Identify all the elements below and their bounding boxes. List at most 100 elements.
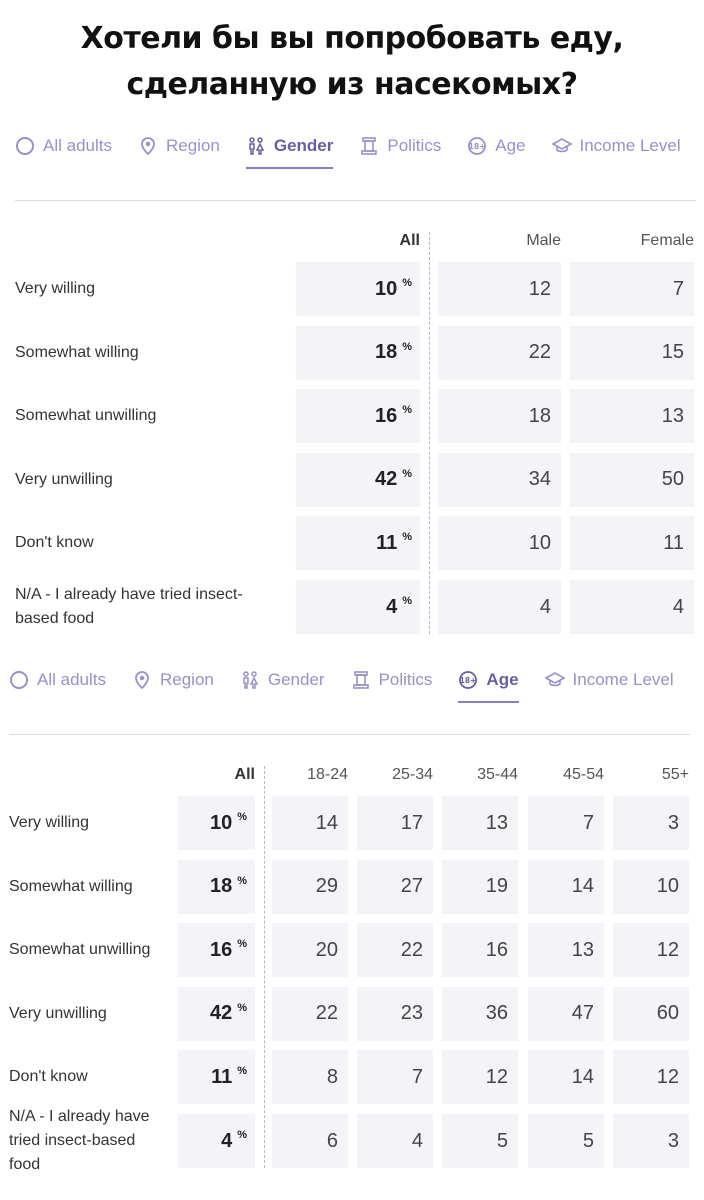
value: 11 bbox=[663, 531, 684, 554]
tab-label: Age bbox=[495, 136, 526, 155]
all-value-cell: 16% bbox=[296, 389, 420, 444]
value-cell: 36 bbox=[442, 986, 518, 1041]
tab-income-level[interactable]: Income Level bbox=[551, 131, 681, 161]
value: 19 bbox=[485, 875, 508, 898]
row-label: Somewhat willing bbox=[15, 343, 139, 361]
value: 10 bbox=[374, 277, 398, 300]
tab-region[interactable]: Region bbox=[132, 665, 214, 695]
value-cell: 27 bbox=[357, 859, 433, 914]
gender-icon bbox=[246, 136, 266, 156]
column-header: 35-44 bbox=[477, 766, 518, 783]
value: 4 bbox=[386, 595, 398, 618]
percent-sign: % bbox=[237, 1129, 247, 1141]
value-cell: 14 bbox=[528, 1050, 604, 1105]
tab-politics[interactable]: Politics bbox=[359, 131, 441, 161]
value-cell: 15 bbox=[570, 325, 694, 380]
title-line-1: Хотели бы вы попробовать еду, bbox=[80, 21, 624, 56]
all-value-cell: 42% bbox=[296, 452, 420, 507]
row-label: Don't know bbox=[9, 1068, 88, 1086]
value-cell: 14 bbox=[528, 859, 604, 914]
percent-sign: % bbox=[402, 404, 412, 417]
tab-politics[interactable]: Politics bbox=[351, 665, 433, 695]
tab-label: Region bbox=[159, 670, 214, 689]
tab-label: Income Level bbox=[579, 136, 681, 155]
tab-region[interactable]: Region bbox=[138, 131, 220, 161]
value: 12 bbox=[656, 938, 679, 961]
tab-label: Politics bbox=[378, 670, 433, 689]
value: 27 bbox=[400, 875, 423, 898]
value-cell: 10 bbox=[613, 859, 689, 914]
value: 7 bbox=[582, 811, 594, 834]
all-value-cell: 18% bbox=[178, 859, 255, 914]
value-cell: 13 bbox=[528, 923, 604, 978]
value-cell: 22 bbox=[272, 986, 348, 1041]
age-18plus-icon: 18+ bbox=[458, 670, 478, 690]
pillar-icon bbox=[351, 670, 371, 690]
value-cell: 34 bbox=[438, 452, 561, 507]
all-column-separator bbox=[264, 766, 265, 1168]
gender-icon bbox=[240, 670, 260, 690]
tab-age[interactable]: 18+ Age bbox=[458, 665, 519, 703]
page-title: Хотели бы вы попробовать еду, сделанную … bbox=[0, 0, 704, 102]
location-pin-icon bbox=[132, 670, 152, 690]
value-cell: 50 bbox=[570, 452, 694, 507]
value-cell: 5 bbox=[528, 1114, 604, 1168]
value-cell: 7 bbox=[357, 1050, 433, 1105]
value: 60 bbox=[656, 1002, 679, 1025]
value-cell: 8 bbox=[272, 1050, 348, 1105]
value: 10 bbox=[209, 811, 233, 834]
tab-label: Politics bbox=[387, 136, 442, 155]
value-cell: 12 bbox=[613, 923, 689, 978]
value: 18 bbox=[528, 404, 551, 427]
divider bbox=[15, 200, 696, 201]
value: 6 bbox=[326, 1129, 338, 1152]
tab-all-adults[interactable]: All adults bbox=[15, 131, 112, 161]
circle-icon bbox=[15, 136, 35, 156]
value: 3 bbox=[667, 1129, 679, 1152]
value-cell: 12 bbox=[438, 262, 561, 316]
row-label: Very willing bbox=[9, 814, 90, 831]
value: 18 bbox=[374, 341, 398, 364]
all-column-separator bbox=[429, 232, 430, 634]
row-label: N/A - I already have tried insect-based … bbox=[9, 1108, 150, 1173]
percent-sign: % bbox=[237, 938, 247, 951]
tab-income-level[interactable]: Income Level bbox=[544, 665, 674, 695]
value-cell: 10 bbox=[438, 516, 561, 571]
svg-text:18+: 18+ bbox=[469, 142, 486, 151]
value: 4 bbox=[672, 595, 684, 618]
all-value-cell: 11% bbox=[178, 1050, 255, 1105]
value: 14 bbox=[571, 875, 594, 898]
value-cell: 19 bbox=[442, 859, 518, 914]
value-cell: 13 bbox=[442, 796, 518, 850]
percent-sign: % bbox=[237, 1001, 247, 1014]
value: 5 bbox=[582, 1129, 594, 1152]
value: 4 bbox=[539, 595, 551, 618]
value: 10 bbox=[528, 531, 551, 554]
tab-label: Age bbox=[486, 670, 519, 689]
value: 22 bbox=[400, 938, 423, 961]
value: 7 bbox=[411, 1065, 423, 1088]
value-cell: 11 bbox=[570, 516, 694, 571]
column-header: Female bbox=[640, 232, 694, 249]
age-18plus-icon: 18+ bbox=[467, 136, 487, 156]
row-label: Very unwilling bbox=[15, 470, 113, 488]
value-cell: 23 bbox=[357, 986, 433, 1041]
percent-sign: % bbox=[237, 874, 247, 887]
all-value-cell: 10% bbox=[296, 262, 420, 316]
graduation-cap-icon bbox=[544, 670, 565, 690]
tab-gender[interactable]: Gender bbox=[245, 131, 334, 169]
tab-age[interactable]: 18+ Age bbox=[467, 131, 526, 161]
tab-label: Gender bbox=[273, 136, 334, 155]
value: 16 bbox=[374, 404, 398, 427]
all-value-cell: 4% bbox=[296, 580, 420, 634]
tab-all-adults[interactable]: All adults bbox=[9, 665, 106, 695]
all-value-cell: 11% bbox=[296, 516, 420, 571]
tab-label: Region bbox=[165, 136, 220, 155]
value: 12 bbox=[485, 1065, 508, 1088]
tab-gender[interactable]: Gender bbox=[240, 665, 325, 695]
graduation-cap-icon bbox=[551, 136, 572, 156]
value: 29 bbox=[315, 875, 338, 898]
value: 5 bbox=[496, 1129, 508, 1152]
value: 10 bbox=[656, 875, 679, 898]
percent-sign: % bbox=[237, 1065, 247, 1078]
